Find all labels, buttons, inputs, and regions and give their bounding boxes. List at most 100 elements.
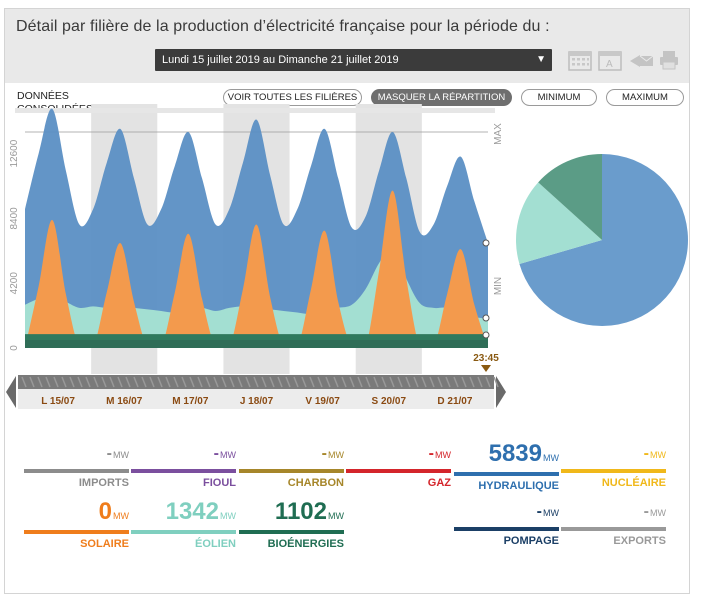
track-hatch bbox=[429, 376, 435, 388]
legend-color-bar bbox=[24, 469, 129, 473]
share-mail-icon[interactable] bbox=[628, 49, 654, 71]
track-hatch bbox=[445, 376, 451, 388]
day-label: M 17/07 bbox=[172, 396, 209, 407]
track-hatch bbox=[165, 376, 171, 388]
time-marker-icon[interactable] bbox=[481, 365, 491, 372]
legend-color-bar bbox=[239, 530, 344, 534]
donnees-label: DONNÉES CONSOLIDÉES bbox=[17, 90, 93, 112]
track-hatch bbox=[461, 376, 467, 388]
track-hatch bbox=[21, 376, 27, 388]
track-hatch bbox=[53, 376, 59, 388]
track-hatch bbox=[421, 376, 427, 388]
legend-unit: MW bbox=[220, 450, 236, 460]
legend-color-bar bbox=[24, 530, 129, 534]
timeline-right-arrow-icon[interactable] bbox=[496, 376, 506, 408]
legend-unit: MW bbox=[220, 511, 236, 521]
track-hatch bbox=[397, 376, 403, 388]
track-hatch bbox=[309, 376, 315, 388]
track-hatch bbox=[205, 376, 211, 388]
y-tick-label: 4200 bbox=[9, 272, 20, 295]
legend-unit: MW bbox=[328, 450, 344, 460]
legend-value: -MW bbox=[561, 499, 666, 526]
legend-label: BIOÉNERGIES bbox=[267, 538, 344, 550]
track-hatch bbox=[341, 376, 347, 388]
legend-number: 1342 bbox=[165, 498, 219, 525]
track-hatch bbox=[69, 376, 75, 388]
legend-item-gaz[interactable]: -MW GAZ bbox=[346, 441, 451, 489]
day-label: L 15/07 bbox=[41, 396, 75, 407]
maximum-button[interactable]: MAXIMUM bbox=[606, 89, 684, 106]
legend-color-bar bbox=[131, 469, 236, 473]
period-value: Lundi 15 juillet 2019 au Dimanche 21 jui… bbox=[162, 54, 399, 66]
legend-item-imports[interactable]: -MW IMPORTS bbox=[24, 441, 129, 489]
track-hatch bbox=[389, 376, 395, 388]
legend-item-pompage[interactable]: -MW POMPAGE bbox=[454, 499, 559, 547]
voir-toutes-button[interactable]: VOIR TOUTES LES FILIÈRES bbox=[223, 89, 362, 106]
legend-unit: MW bbox=[543, 508, 559, 518]
y-tick-label: 8400 bbox=[9, 207, 20, 230]
series-end-marker bbox=[482, 239, 490, 247]
track-hatch bbox=[181, 376, 187, 388]
track-hatch bbox=[477, 376, 483, 388]
legend-unit: MW bbox=[650, 508, 666, 518]
track-hatch bbox=[125, 376, 131, 388]
legend-item-charbon[interactable]: -MW CHARBON bbox=[239, 441, 344, 489]
track-hatch bbox=[469, 376, 475, 388]
legend-item-eolien[interactable]: 1342MW ÉOLIEN bbox=[131, 499, 236, 550]
legend-label: SOLAIRE bbox=[80, 538, 129, 550]
legend-label: HYDRAULIQUE bbox=[478, 480, 559, 492]
calendar-text-icon[interactable]: A bbox=[598, 49, 622, 71]
day-label: S 20/07 bbox=[372, 396, 407, 407]
production-chart: 0 4200 8400 12600 MAX MIN 23:45 bbox=[9, 104, 504, 374]
baseline-strip bbox=[25, 340, 488, 348]
print-icon[interactable] bbox=[658, 49, 680, 71]
track-hatch bbox=[61, 376, 67, 388]
legend-number: 0 bbox=[98, 498, 112, 525]
solaire-area bbox=[25, 190, 488, 348]
period-select[interactable]: Lundi 15 juillet 2019 au Dimanche 21 jui… bbox=[155, 49, 552, 71]
track-hatch bbox=[357, 376, 363, 388]
track-hatch bbox=[45, 376, 51, 388]
legend-label: GAZ bbox=[427, 477, 451, 489]
legend-unit: MW bbox=[113, 450, 129, 460]
track-hatch bbox=[141, 376, 147, 388]
legend-number: - bbox=[428, 445, 434, 462]
masquer-repartition-button[interactable]: MASQUER LA RÉPARTITION bbox=[371, 89, 512, 106]
page-title: Détail par filière de la production d’él… bbox=[16, 18, 550, 35]
legend-item-nucleaire[interactable]: -MW NUCLÉAIRE bbox=[561, 441, 666, 489]
legend-item-solaire[interactable]: 0MW SOLAIRE bbox=[24, 499, 129, 550]
legend-item-exports[interactable]: -MW EXPORTS bbox=[561, 499, 666, 547]
legend-value: -MW bbox=[561, 441, 666, 468]
day-label: D 21/07 bbox=[437, 396, 472, 407]
track-hatch bbox=[381, 376, 387, 388]
track-hatch bbox=[317, 376, 323, 388]
legend-color-bar bbox=[561, 469, 666, 473]
scroll-strip bbox=[15, 108, 495, 113]
legend-item-fioul[interactable]: -MW FIOUL bbox=[131, 441, 236, 489]
legend-label: EXPORTS bbox=[613, 535, 666, 547]
legend-value: -MW bbox=[454, 499, 559, 526]
day-label: V 19/07 bbox=[305, 396, 340, 407]
legend-value: -MW bbox=[239, 441, 344, 468]
legend-color-bar bbox=[131, 530, 236, 534]
track-hatch bbox=[93, 376, 99, 388]
max-label: MAX bbox=[493, 123, 504, 145]
track-hatch bbox=[285, 376, 291, 388]
timeline-scrubber[interactable]: L 15/07 M 16/07 M 17/07 J 18/07 V 19/07 S 20/… bbox=[4, 372, 508, 412]
track-hatch bbox=[109, 376, 115, 388]
track-hatch bbox=[373, 376, 379, 388]
minimum-button[interactable]: MINIMUM bbox=[521, 89, 597, 106]
repartition-pie bbox=[516, 154, 688, 326]
track-hatch bbox=[85, 376, 91, 388]
timeline-left-arrow-icon[interactable] bbox=[6, 376, 16, 408]
track-hatch bbox=[77, 376, 83, 388]
legend-item-hydraulique[interactable]: 5839MW HYDRAULIQUE bbox=[454, 441, 559, 492]
legend-value: 1342MW bbox=[131, 499, 236, 529]
pie-slice-bioenergies bbox=[538, 154, 602, 240]
track-hatch bbox=[117, 376, 123, 388]
legend-color-bar bbox=[454, 527, 559, 531]
track-hatch bbox=[133, 376, 139, 388]
legend-item-bioenergies[interactable]: 1102MW BIOÉNERGIES bbox=[239, 499, 344, 550]
calendar-icon[interactable] bbox=[568, 49, 592, 71]
pie-slice-hydraulique bbox=[519, 154, 688, 326]
